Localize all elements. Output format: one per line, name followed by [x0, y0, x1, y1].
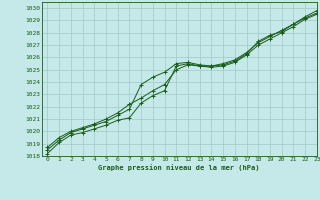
X-axis label: Graphe pression niveau de la mer (hPa): Graphe pression niveau de la mer (hPa) [99, 164, 260, 171]
